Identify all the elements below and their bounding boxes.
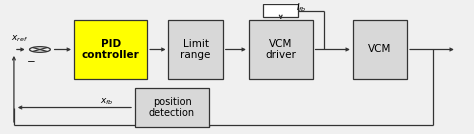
FancyBboxPatch shape bbox=[353, 20, 407, 79]
Text: $x_{fb}$: $x_{fb}$ bbox=[100, 96, 113, 107]
Text: VCM
driver: VCM driver bbox=[265, 39, 296, 60]
Text: Limit
range: Limit range bbox=[181, 39, 211, 60]
Text: $x_{ref}$: $x_{ref}$ bbox=[11, 34, 28, 44]
FancyBboxPatch shape bbox=[249, 20, 313, 79]
FancyBboxPatch shape bbox=[74, 20, 147, 79]
Text: PID
controller: PID controller bbox=[82, 39, 139, 60]
Text: $-$: $-$ bbox=[26, 55, 35, 65]
FancyBboxPatch shape bbox=[136, 88, 209, 127]
FancyBboxPatch shape bbox=[263, 4, 299, 17]
Text: position
detection: position detection bbox=[149, 97, 195, 118]
Text: VCM: VCM bbox=[368, 44, 392, 55]
FancyBboxPatch shape bbox=[168, 20, 223, 79]
Text: $I_{fb}$: $I_{fb}$ bbox=[296, 1, 307, 14]
